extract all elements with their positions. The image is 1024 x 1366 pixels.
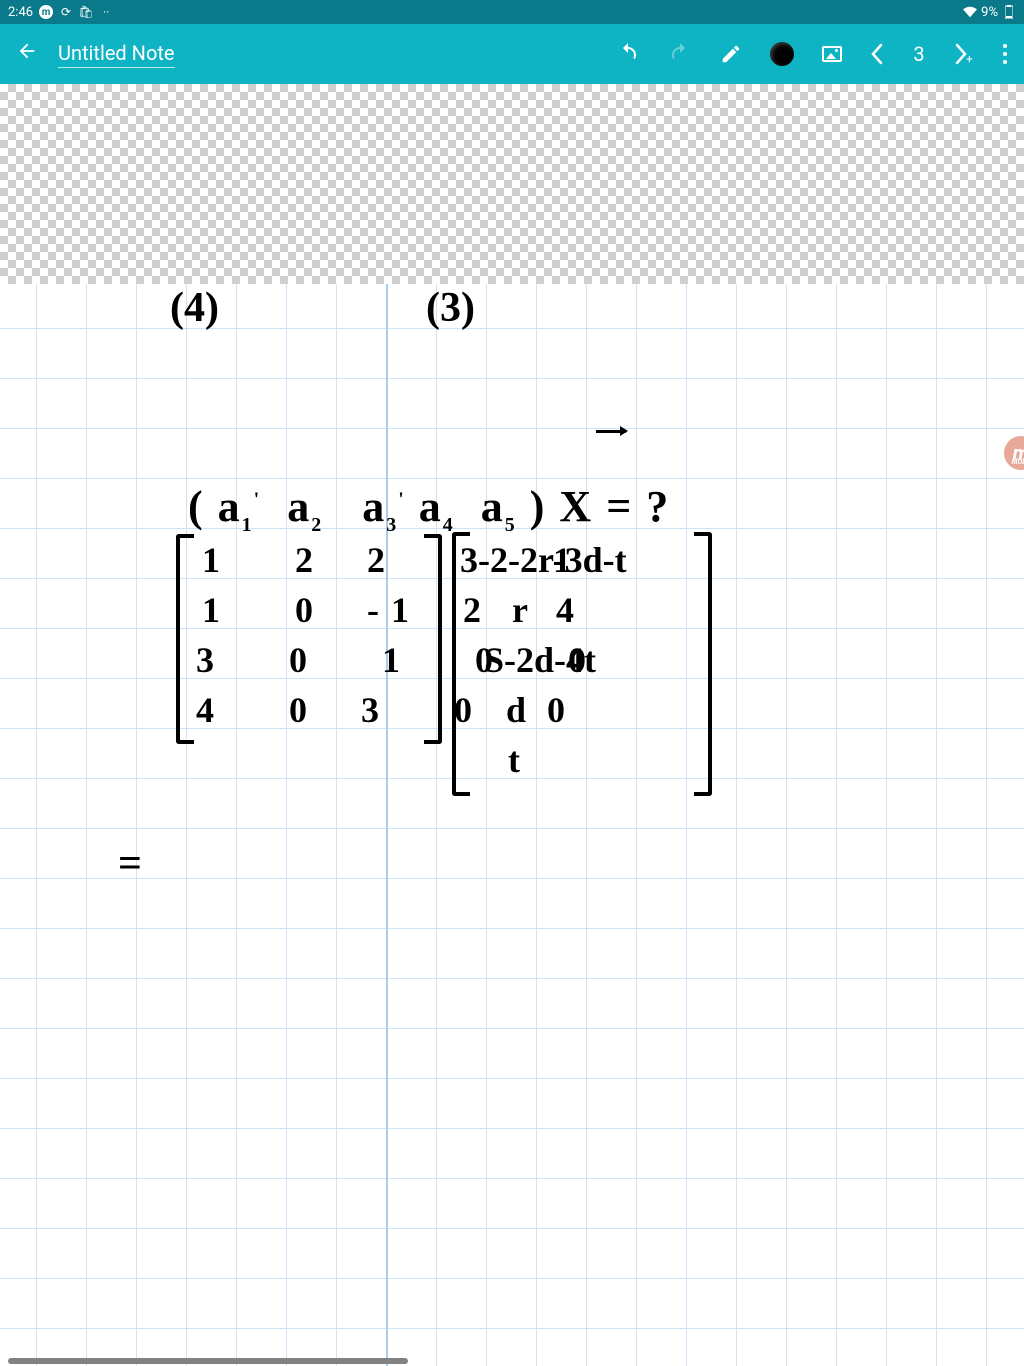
battery-icon — [1002, 5, 1016, 19]
matA-r2: 1 0 -1 2 4 — [202, 589, 586, 631]
matrixA-left-bracket — [176, 534, 194, 744]
pen-button[interactable] — [720, 43, 742, 65]
store-icon: 🛍 — [79, 5, 93, 19]
hw-label-4: (4) — [170, 284, 219, 332]
next-page-button[interactable]: + — [954, 43, 974, 65]
matrixX-left-bracket — [452, 532, 470, 796]
battery-percent: 9% — [981, 5, 998, 20]
app-m-icon: m — [39, 5, 53, 19]
note-title: Untitled Note — [58, 41, 175, 65]
undo-button[interactable] — [616, 42, 640, 66]
back-button[interactable] — [16, 40, 38, 68]
overflow-menu[interactable] — [1002, 43, 1008, 65]
insert-image-button[interactable] — [822, 46, 842, 62]
matrixX-right-bracket — [694, 532, 712, 796]
wifi-icon — [963, 5, 977, 19]
note-title-wrap[interactable]: Untitled Note — [58, 41, 175, 68]
matX-r3: S-2d-4t — [484, 639, 596, 681]
matX-r1: -2-2r-3d-t — [478, 539, 627, 581]
redo-button[interactable] — [668, 42, 692, 66]
prev-page-button[interactable] — [870, 43, 884, 65]
matX-r2: r — [512, 589, 528, 631]
matX-r4: d — [506, 689, 526, 731]
note-canvas[interactable]: mMODE (4) (3) ( a1' a2 a3' a4 a5 ) X = ?… — [0, 84, 1024, 1366]
status-right-cluster: 9% — [963, 5, 1016, 20]
status-left-cluster: 2:46 m ⟳ 🛍 ·· — [8, 5, 113, 20]
android-status-bar: 2:46 m ⟳ 🛍 ·· 9% — [0, 0, 1024, 24]
svg-text:+: + — [966, 52, 973, 65]
app-toolbar: Untitled Note 3 + — [0, 24, 1024, 84]
sync-icon: ⟳ — [59, 5, 73, 19]
status-time: 2:46 — [8, 5, 33, 20]
hw-label-3: (3) — [426, 284, 475, 332]
color-swatch[interactable] — [770, 42, 794, 66]
vector-arrow — [596, 430, 626, 433]
nav-bar-handle[interactable] — [8, 1358, 408, 1364]
hw-equals: = — [118, 840, 142, 888]
image-icon — [822, 46, 842, 62]
transparent-background — [0, 84, 1024, 284]
matX-r5: t — [508, 739, 520, 781]
toolbar-right: 3 + — [616, 42, 1008, 66]
more-notif-icon: ·· — [99, 5, 113, 19]
page-number: 3 — [912, 42, 926, 66]
